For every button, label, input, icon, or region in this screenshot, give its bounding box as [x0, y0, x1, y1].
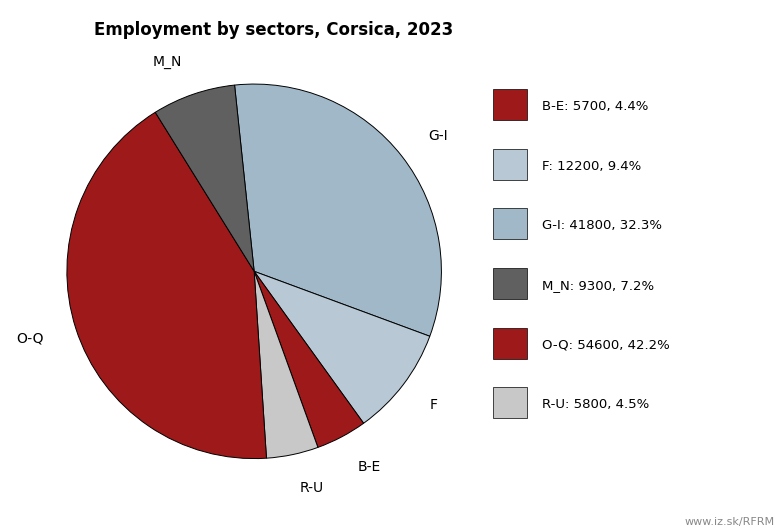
Text: G-I: G-I	[429, 129, 448, 143]
Text: B-E: B-E	[357, 460, 381, 473]
Wedge shape	[254, 271, 364, 447]
FancyBboxPatch shape	[493, 209, 527, 239]
FancyBboxPatch shape	[493, 328, 527, 359]
Wedge shape	[235, 84, 441, 336]
Text: G-I: 41800, 32.3%: G-I: 41800, 32.3%	[542, 219, 662, 232]
Text: M_N: M_N	[153, 55, 182, 69]
Text: Employment by sectors, Corsica, 2023: Employment by sectors, Corsica, 2023	[94, 21, 454, 39]
Text: R-U: R-U	[300, 480, 324, 495]
Text: www.iz.sk/RFRM: www.iz.sk/RFRM	[684, 517, 774, 527]
Text: F: F	[430, 398, 438, 412]
Text: M_N: 9300, 7.2%: M_N: 9300, 7.2%	[542, 279, 654, 292]
FancyBboxPatch shape	[493, 89, 527, 120]
FancyBboxPatch shape	[493, 387, 527, 418]
FancyBboxPatch shape	[493, 268, 527, 299]
Wedge shape	[254, 271, 318, 458]
Wedge shape	[254, 271, 430, 423]
Text: O-Q: 54600, 42.2%: O-Q: 54600, 42.2%	[542, 338, 669, 351]
Text: R-U: 5800, 4.5%: R-U: 5800, 4.5%	[542, 398, 649, 411]
Wedge shape	[67, 112, 267, 459]
Text: B-E: 5700, 4.4%: B-E: 5700, 4.4%	[542, 100, 648, 113]
FancyBboxPatch shape	[493, 149, 527, 180]
Text: O-Q: O-Q	[16, 332, 44, 346]
Text: F: 12200, 9.4%: F: 12200, 9.4%	[542, 160, 641, 172]
Wedge shape	[156, 85, 254, 271]
